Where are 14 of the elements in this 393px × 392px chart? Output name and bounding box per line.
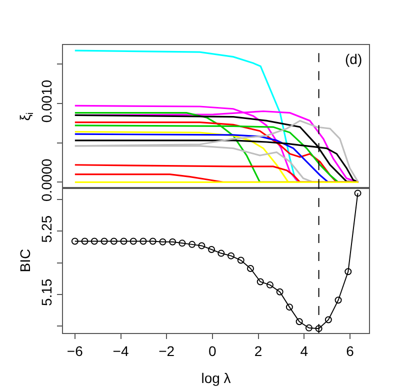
x-tick-label: −4 (112, 342, 129, 359)
y-tick-label: 0.0010 (38, 80, 54, 123)
x-tick-label: 6 (346, 342, 354, 359)
y-tick-label: 5.15 (38, 278, 54, 306)
y-tick-label: 5.25 (38, 215, 54, 243)
x-tick-label: −6 (66, 342, 84, 359)
y-axis-title: BIC (17, 248, 33, 272)
x-tick-label: 4 (300, 342, 308, 359)
annotation: (d) (345, 51, 362, 67)
x-tick-label: 0 (208, 342, 217, 359)
x-tick-label: −2 (158, 342, 175, 359)
x-axis-title: log λ (201, 370, 231, 386)
y-tick-label: 0.0000 (38, 158, 54, 202)
x-tick-label: 2 (254, 342, 262, 359)
